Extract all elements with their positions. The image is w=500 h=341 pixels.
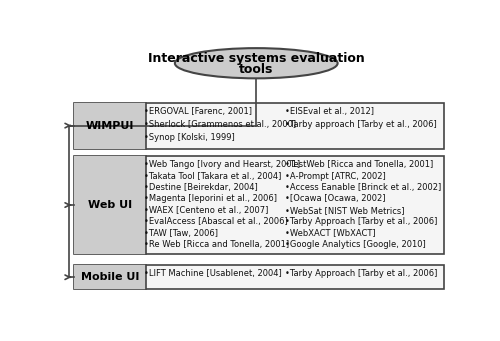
Text: •Access Eanable [Brinck et al., 2002]: •Access Eanable [Brinck et al., 2002] [286, 183, 442, 192]
Text: •Tarby Approach [Tarby et al., 2006]: •Tarby Approach [Tarby et al., 2006] [286, 269, 438, 278]
Text: •Web Tango [Ivory and Hearst, 2001]: •Web Tango [Ivory and Hearst, 2001] [144, 160, 300, 169]
FancyBboxPatch shape [74, 103, 146, 149]
Text: Mobile UI: Mobile UI [81, 272, 140, 282]
Text: Web UI: Web UI [88, 200, 132, 210]
Text: •EvalAccess [Abascal et al., 2006]: •EvalAccess [Abascal et al., 2006] [144, 217, 288, 226]
Text: •WAEX [Centeno et al., 2007]: •WAEX [Centeno et al., 2007] [144, 206, 268, 215]
Text: •Sherlock [Grammenos et al., 2000]: •Sherlock [Grammenos et al., 2000] [144, 120, 296, 129]
Text: •ERGOVAL [Farenc, 2001]: •ERGOVAL [Farenc, 2001] [144, 106, 252, 116]
Text: •Google Analytics [Google, 2010]: •Google Analytics [Google, 2010] [286, 240, 426, 249]
Text: tools: tools [239, 62, 274, 75]
Text: •Tarby Approach [Tarby et al., 2006]: •Tarby Approach [Tarby et al., 2006] [286, 217, 438, 226]
Text: •Magenta [Ieporini et al., 2006]: •Magenta [Ieporini et al., 2006] [144, 194, 277, 204]
Text: Interactive systems evaluation: Interactive systems evaluation [148, 52, 364, 65]
Text: •[Ocawa [Ocawa, 2002]: •[Ocawa [Ocawa, 2002] [286, 194, 386, 204]
FancyBboxPatch shape [74, 157, 444, 254]
Text: •EISEval et al., 2012]: •EISEval et al., 2012] [286, 106, 374, 116]
Text: •WebXACT [WbXACT]: •WebXACT [WbXACT] [286, 228, 376, 238]
Text: •TAW [Taw, 2006]: •TAW [Taw, 2006] [144, 228, 218, 238]
Text: •Synop [Kolski, 1999]: •Synop [Kolski, 1999] [144, 133, 234, 142]
FancyBboxPatch shape [74, 265, 444, 289]
FancyBboxPatch shape [74, 157, 146, 254]
Text: •Destine [Beirekdar, 2004]: •Destine [Beirekdar, 2004] [144, 183, 258, 192]
Ellipse shape [175, 48, 338, 78]
FancyBboxPatch shape [74, 265, 146, 289]
Text: •Re Web [Ricca and Tonella, 2001]: •Re Web [Ricca and Tonella, 2001] [144, 240, 289, 249]
Text: •LIFT Machine [Usablenet, 2004]: •LIFT Machine [Usablenet, 2004] [144, 269, 282, 278]
Text: WIMPUI: WIMPUI [86, 121, 134, 131]
Text: •A-Prompt [ATRC, 2002]: •A-Prompt [ATRC, 2002] [286, 172, 386, 181]
Text: •WebSat [NIST Web Metrics]: •WebSat [NIST Web Metrics] [286, 206, 405, 215]
Text: •Tarby approach [Tarby et al., 2006]: •Tarby approach [Tarby et al., 2006] [286, 120, 437, 129]
FancyBboxPatch shape [74, 103, 444, 149]
Text: •Takata Tool [Takara et al., 2004]: •Takata Tool [Takara et al., 2004] [144, 172, 281, 181]
Text: •TestWeb [Ricca and Tonella, 2001]: •TestWeb [Ricca and Tonella, 2001] [286, 160, 434, 169]
